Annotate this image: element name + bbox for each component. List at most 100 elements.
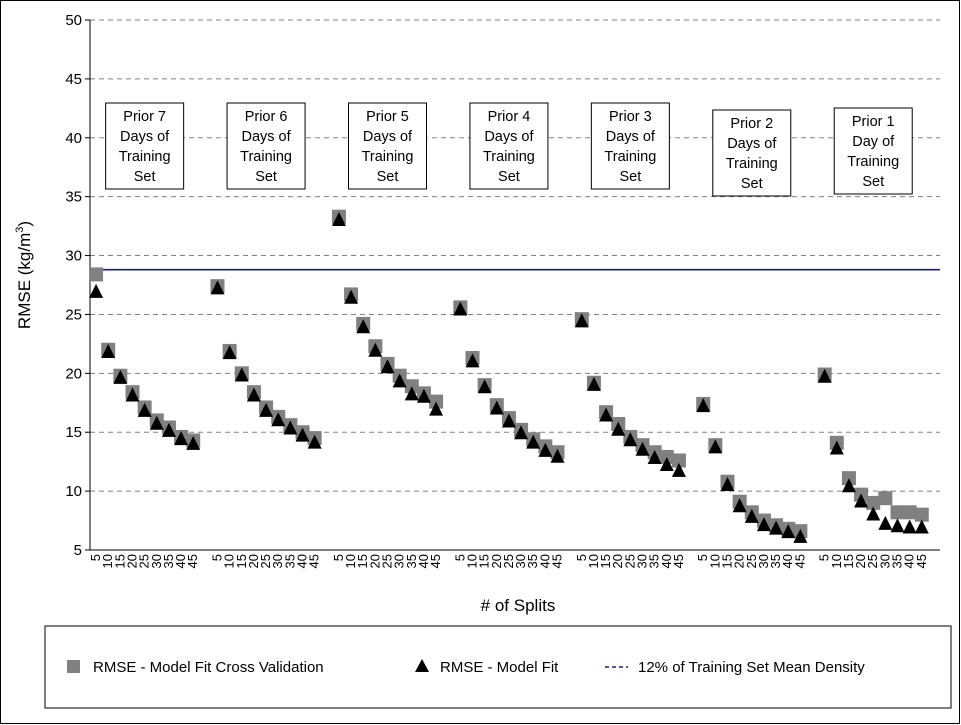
x-tick-label: 15: [841, 554, 856, 568]
cv-point: [659, 449, 674, 464]
x-tick-label: 5: [574, 554, 589, 561]
annotation-text: Days of: [484, 129, 534, 145]
annotation-text: Set: [255, 169, 277, 185]
cv-point: [914, 507, 929, 522]
fit-point: [234, 367, 249, 382]
fit-point: [769, 520, 784, 535]
x-tick-label: 15: [720, 554, 735, 568]
y-axis-title-tail: ): [15, 221, 34, 227]
fit-point: [720, 477, 735, 492]
x-tick-label: 5: [452, 554, 467, 561]
x-tick-label: 5: [331, 554, 346, 561]
x-tick-label: 45: [671, 554, 686, 568]
fit-point: [854, 493, 869, 508]
fit-point: [623, 432, 638, 447]
x-tick-label: 15: [477, 554, 492, 568]
annotation-box-group: Prior 4 Days of Training Set: [469, 102, 549, 190]
x-tick-label: 15: [234, 554, 249, 568]
fit-point: [599, 407, 614, 422]
x-tick-label: 45: [792, 554, 807, 568]
annotation-text: Days of: [241, 129, 291, 145]
x-tick-label: 5: [817, 554, 832, 561]
fit-point: [404, 386, 419, 401]
cv-point: [890, 505, 905, 520]
annotation-box: [833, 107, 913, 195]
fit-point: [295, 427, 310, 442]
x-tick-label: 40: [416, 554, 431, 568]
cv-point: [878, 491, 893, 506]
fit-point: [210, 280, 225, 295]
x-tick-label: 40: [659, 554, 674, 568]
legend: RMSE - Model Fit Cross Validation RMSE -…: [44, 625, 952, 709]
x-tick-label: 45: [914, 554, 929, 568]
x-tick-label: 15: [112, 554, 127, 568]
x-tick-label: 35: [647, 554, 662, 568]
fit-point: [271, 412, 286, 427]
cv-point: [866, 495, 881, 510]
x-tick-label: 10: [586, 554, 601, 568]
x-tick-label: 10: [465, 554, 480, 568]
annotation-text: Prior 7: [123, 109, 166, 125]
annotation-text: Prior 2: [730, 116, 773, 132]
x-tick-label: 5: [88, 554, 103, 561]
x-tick-label: 20: [853, 554, 868, 568]
fit-point: [659, 457, 674, 472]
fit-point: [501, 413, 516, 428]
annotation-text: Set: [498, 169, 520, 185]
x-tick-label: 45: [428, 554, 443, 568]
fit-point: [647, 449, 662, 464]
x-tick-label: 40: [537, 554, 552, 568]
fit-point: [259, 402, 274, 417]
x-tick-label: 10: [829, 554, 844, 568]
x-tick-label: 35: [282, 554, 297, 568]
x-tick-label: 5: [695, 554, 710, 561]
fit-point: [489, 400, 504, 415]
x-tick-label: 25: [865, 554, 880, 568]
annotation-text: Prior 5: [366, 109, 409, 125]
y-axis-title-sup: 3: [14, 227, 26, 233]
annotation-box-group: Prior 2 Days of Training Set: [712, 109, 792, 197]
fit-point: [574, 313, 589, 328]
x-tick-label: 35: [525, 554, 540, 568]
annotation-text: Training: [362, 149, 414, 165]
fit-point: [101, 343, 116, 358]
plot-area: 5 10 15 20 25 30 35 40 45 50: [65, 12, 940, 559]
legend-box: [44, 625, 952, 709]
annotation-text: Prior 4: [488, 109, 531, 125]
fit-point: [246, 387, 261, 402]
x-tick-label: 30: [392, 554, 407, 568]
x-tick-label: 45: [307, 554, 322, 568]
x-tick-label: 25: [622, 554, 637, 568]
annotation-text: Days of: [606, 129, 656, 145]
fit-point: [161, 422, 176, 437]
fit-point: [429, 401, 444, 416]
x-tick-label: 30: [270, 554, 285, 568]
fit-point: [538, 442, 553, 457]
x-tick-label: 20: [125, 554, 140, 568]
x-tick-label: 25: [137, 554, 152, 568]
x-tick-label: 25: [380, 554, 395, 568]
fit-point: [222, 345, 237, 360]
cv-point: [841, 471, 856, 486]
y-tick-label: 30: [65, 248, 82, 265]
annotation-text: Set: [134, 169, 156, 185]
fit-point: [356, 319, 371, 334]
cv-point: [89, 267, 104, 282]
fit-point: [550, 448, 565, 463]
legend-triangle-icon: [415, 659, 429, 672]
fit-point: [149, 415, 164, 430]
annotation-box: [469, 102, 549, 190]
x-tick-label: 45: [185, 554, 200, 568]
annotation-text: Training: [240, 149, 292, 165]
annotation-box: [712, 109, 792, 197]
x-tick-label: 20: [367, 554, 382, 568]
annotation-box-group: Prior 5 Days of Training Set: [348, 102, 427, 190]
fit-point: [331, 212, 346, 227]
x-tick-label: 20: [610, 554, 625, 568]
fit-point: [732, 498, 747, 513]
fit-point: [514, 425, 529, 440]
fit-point: [756, 517, 771, 532]
fit-point: [635, 441, 650, 456]
